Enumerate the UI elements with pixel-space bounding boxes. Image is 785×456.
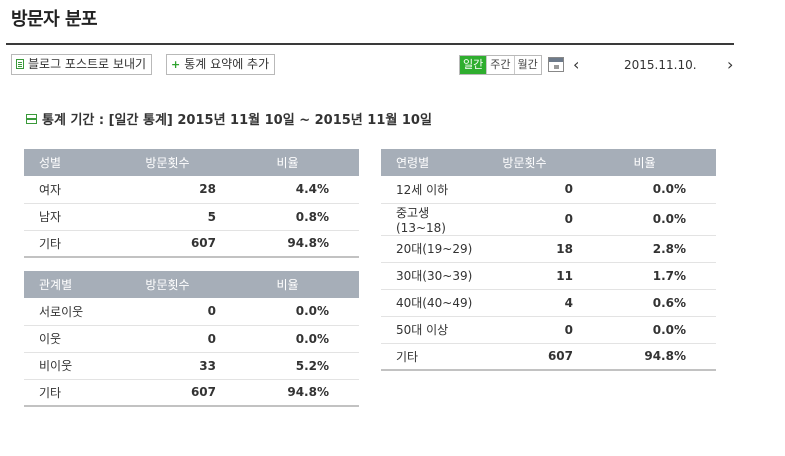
row-label: 기타 [24,379,119,407]
gender-table: 성별 방문횟수 비율 여자 28 4.4% 남자 5 0.8% 기타 607 9… [24,149,359,258]
send-to-blog-post-button[interactable]: 블로그 포스트로 보내기 [11,54,153,75]
visits-header: 방문횟수 [119,149,216,176]
age-table: 연령별 방문횟수 비율 12세 이하 0 0.0% 중고생(13~18) 0 0… [381,149,716,371]
period-icon [26,114,37,124]
row-visits: 28 [119,176,216,204]
row-label: 기타 [381,343,476,371]
add-to-stats-summary-button[interactable]: + 통계 요약에 추가 [166,54,276,75]
table-header-row: 연령별 방문횟수 비율 [381,149,716,176]
stat-period-heading: 통계 기간 : [일간 통계] 2015년 11월 10일 ~ 2015년 11… [26,109,432,128]
row-label: 남자 [24,203,119,231]
table-row: 30대(30~39) 11 1.7% [381,262,716,290]
table-row: 50대 이상 0 0.0% [381,316,716,344]
table-header-row: 성별 방문횟수 비율 [24,149,359,176]
row-label: 비이웃 [24,352,119,380]
row-ratio: 0.0% [216,325,359,353]
relation-header: 관계별 [24,271,119,298]
row-ratio: 2.8% [573,235,716,263]
document-icon [16,59,24,69]
add-to-stats-summary-label: 통계 요약에 추가 [184,57,270,71]
row-ratio: 0.0% [573,316,716,344]
table-row: 남자 5 0.8% [24,203,359,231]
table-row: 기타 607 94.8% [24,230,359,258]
row-ratio: 4.4% [216,176,359,204]
row-label: 중고생(13~18) [381,203,476,236]
row-label: 30대(30~39) [381,262,476,290]
row-visits: 18 [476,235,573,263]
table-row: 서로이웃 0 0.0% [24,298,359,326]
plus-icon: + [171,58,181,71]
table-header-row: 관계별 방문횟수 비율 [24,271,359,298]
table-row: 12세 이하 0 0.0% [381,176,716,204]
page-title: 방문자 분포 [11,9,98,30]
row-ratio: 94.8% [216,379,359,407]
row-ratio: 0.0% [216,298,359,326]
visits-header: 방문횟수 [119,271,216,298]
row-visits: 607 [119,379,216,407]
gender-header: 성별 [24,149,119,176]
row-ratio: 5.2% [216,352,359,380]
row-label: 12세 이하 [381,176,476,204]
row-visits: 607 [119,230,216,258]
ratio-header: 비율 [573,149,716,176]
row-ratio: 0.6% [573,289,716,317]
ratio-header: 비율 [216,149,359,176]
row-label: 기타 [24,230,119,258]
table-row: 40대(40~49) 4 0.6% [381,289,716,317]
row-label: 50대 이상 [381,316,476,344]
calendar-icon[interactable] [548,57,564,72]
age-header: 연령별 [381,149,476,176]
title-divider [6,43,734,45]
tab-weekly[interactable]: 주간 [487,56,515,74]
row-ratio: 94.8% [216,230,359,258]
row-ratio: 0.0% [573,176,716,204]
row-ratio: 0.0% [573,203,716,236]
relation-table: 관계별 방문횟수 비율 서로이웃 0 0.0% 이웃 0 0.0% 비이웃 33… [24,271,359,407]
stat-period-text: 통계 기간 : [일간 통계] 2015년 11월 10일 ~ 2015년 11… [42,113,432,128]
table-row: 이웃 0 0.0% [24,325,359,353]
chevron-right-icon[interactable]: › [727,55,734,74]
tab-monthly[interactable]: 월간 [514,56,541,74]
table-row: 여자 28 4.4% [24,176,359,204]
ratio-header: 비율 [216,271,359,298]
row-label: 서로이웃 [24,298,119,326]
table-row: 기타 607 94.8% [24,379,359,407]
row-label: 40대(40~49) [381,289,476,317]
period-tabs: 일간 주간 월간 [459,55,542,75]
tab-daily[interactable]: 일간 [460,56,488,74]
send-to-blog-post-label: 블로그 포스트로 보내기 [28,57,147,71]
table-row: 기타 607 94.8% [381,343,716,371]
row-visits: 11 [476,262,573,290]
row-visits: 0 [476,316,573,344]
row-ratio: 94.8% [573,343,716,371]
row-ratio: 0.8% [216,203,359,231]
row-visits: 0 [476,176,573,204]
row-label: 이웃 [24,325,119,353]
row-visits: 0 [119,325,216,353]
row-label: 여자 [24,176,119,204]
table-row: 중고생(13~18) 0 0.0% [381,203,716,236]
table-row: 20대(19~29) 18 2.8% [381,235,716,263]
row-visits: 0 [119,298,216,326]
visits-header: 방문횟수 [476,149,573,176]
row-label: 20대(19~29) [381,235,476,263]
table-row: 비이웃 33 5.2% [24,352,359,380]
row-visits: 4 [476,289,573,317]
row-visits: 5 [119,203,216,231]
current-date: 2015.11.10. [624,58,697,72]
chevron-left-icon[interactable]: ‹ [573,55,580,74]
row-visits: 0 [476,203,573,236]
row-ratio: 1.7% [573,262,716,290]
row-visits: 607 [476,343,573,371]
row-visits: 33 [119,352,216,380]
